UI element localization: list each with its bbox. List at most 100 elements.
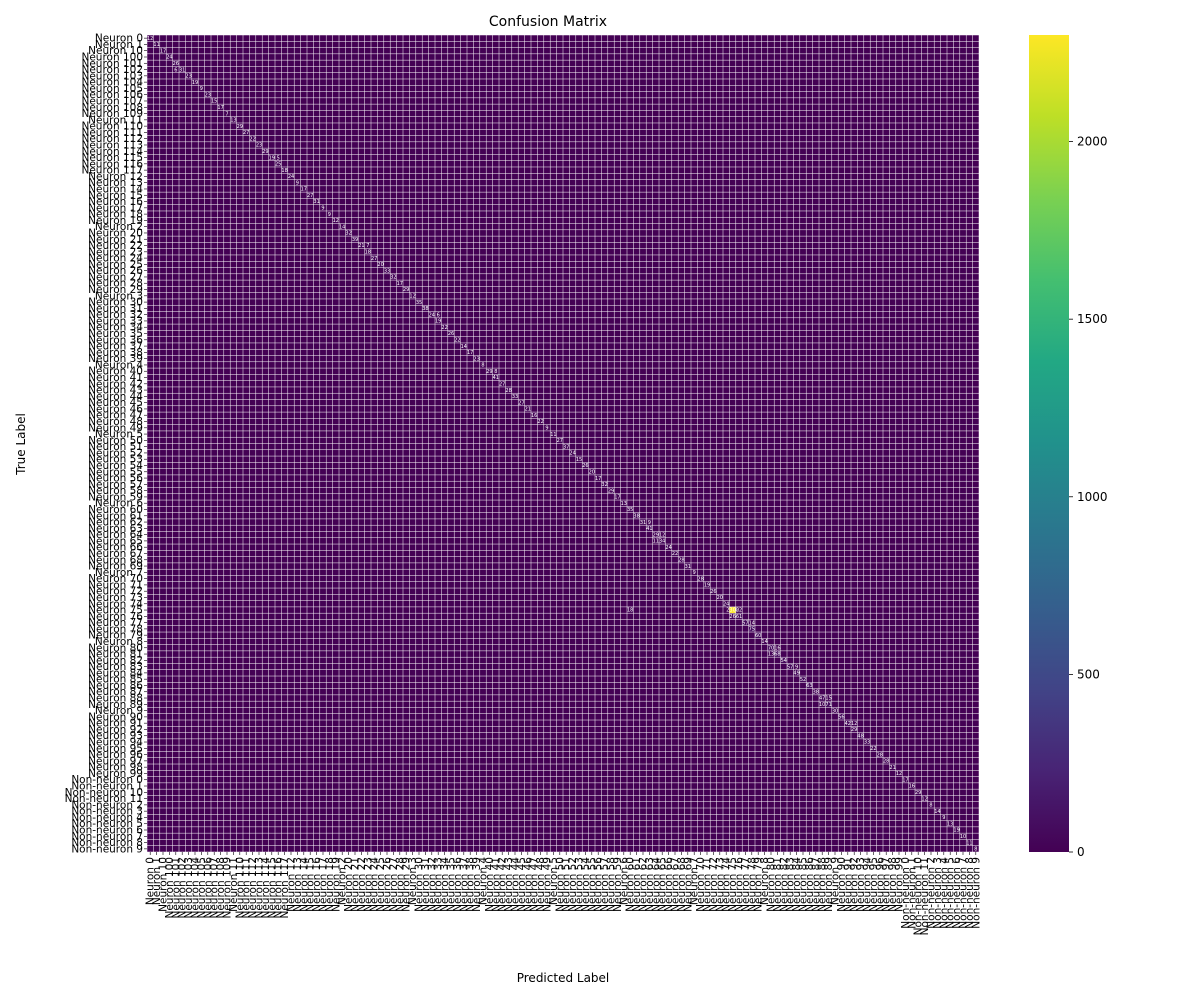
y-tick-label: Neuron 24	[88, 253, 143, 265]
y-tick-label: Neuron 106	[81, 89, 143, 101]
x-tick-label: Neuron 116	[273, 857, 285, 919]
cell-annotation: 27	[518, 400, 524, 406]
cell-annotation: 37	[563, 444, 569, 450]
cell-annotation: 10	[819, 702, 825, 708]
x-tick-label: Neuron 44	[510, 857, 522, 912]
x-tick-label: Neuron 15	[305, 857, 317, 912]
y-tick-label: Neuron 110	[81, 121, 143, 133]
cell-annotation: 5	[277, 155, 280, 161]
heatmap-cell	[403, 286, 410, 293]
y-tick-label: Neuron 55	[88, 466, 143, 478]
x-tick-label: Neuron 61	[631, 857, 643, 912]
y-tick-label: Neuron 32	[88, 309, 143, 321]
cell-annotation: 29	[486, 369, 492, 375]
x-tick-label: Neuron 53	[574, 857, 586, 912]
cell-annotation: 18	[281, 168, 287, 174]
heatmap-cell	[851, 726, 858, 733]
heatmap-cell	[735, 606, 743, 614]
y-tick-label: Neuron 64	[88, 529, 143, 541]
x-tick-label: Neuron 56	[593, 857, 605, 912]
heatmap-cell	[172, 60, 179, 67]
heatmap-cell	[236, 122, 243, 130]
heatmap-cell	[665, 544, 672, 551]
heatmap-cell	[230, 116, 237, 123]
y-tick-label: Neuron 39	[88, 353, 143, 365]
cell-annotation: 17	[160, 48, 166, 54]
y-tick-label: Neuron 53	[88, 454, 143, 466]
heatmap-cell	[511, 393, 519, 400]
cell-annotation: 13	[621, 501, 627, 507]
y-tick-label: Neuron 101	[81, 58, 143, 70]
x-tick-label: Neuron 45	[516, 857, 528, 912]
cell-annotation: 24	[288, 174, 294, 180]
y-tick-label: Non-neuron 10	[65, 787, 143, 799]
x-tick-label: Neuron 77	[740, 857, 752, 912]
heatmap-cell	[870, 745, 877, 752]
heatmap-cell	[633, 512, 640, 519]
y-tick-label: Neuron 44	[88, 391, 143, 403]
x-tick-label: Neuron 41	[490, 857, 502, 912]
x-tick-label: Neuron 30	[414, 857, 426, 912]
cell-annotation: 30	[832, 708, 838, 714]
y-tick-label: Neuron 49	[88, 422, 143, 434]
y-tick-label: Neuron 58	[88, 485, 143, 497]
y-tick-label: Non-neuron 2	[71, 799, 143, 811]
heatmap-cell	[153, 41, 160, 48]
cell-annotation: 26	[448, 331, 454, 337]
heatmap-cell	[921, 795, 928, 802]
cell-annotation: 8	[494, 369, 497, 375]
x-tick-label: Neuron 79	[753, 857, 765, 912]
y-tick-label: Neuron 92	[88, 724, 143, 736]
heatmap-cell	[742, 619, 749, 626]
heatmap-cell	[646, 518, 653, 526]
cell-annotation: 31	[313, 199, 319, 205]
x-tick-label: Neuron 32	[426, 857, 438, 912]
y-tick-label: Neuron 51	[88, 441, 143, 453]
cell-annotation: 17	[902, 777, 908, 783]
x-tick-label: Non-neuron 3	[932, 857, 944, 929]
heatmap-cell	[492, 368, 499, 375]
cell-annotation: 10	[960, 834, 966, 840]
cell-annotation: 48	[857, 733, 863, 739]
x-tick-label: Neuron 9	[830, 857, 842, 905]
heatmap-cell	[959, 833, 967, 840]
cell-annotation: 9	[200, 86, 203, 92]
y-tick-label: Neuron 36	[88, 334, 143, 346]
x-tick-label: Neuron 69	[682, 857, 694, 912]
cell-annotation: 23	[473, 356, 479, 362]
y-tick-label: Neuron 73	[88, 592, 143, 604]
y-tick-label: Non-neuron 5	[71, 818, 143, 830]
x-tick-label: Neuron 27	[388, 857, 400, 912]
x-tick-label: Neuron 0	[145, 857, 157, 905]
x-tick-label: Neuron 115	[266, 857, 278, 919]
cell-annotation: 57	[742, 620, 748, 626]
y-tick-label: Neuron 117	[81, 165, 143, 177]
y-tick-label: Neuron 13	[88, 177, 143, 189]
heatmap-cell	[326, 210, 333, 218]
x-tick-label: Neuron 95	[868, 857, 880, 912]
cell-annotation: 23	[256, 143, 262, 149]
cell-annotation: 54	[781, 658, 787, 664]
y-tick-label: Neuron 114	[81, 146, 143, 158]
heatmap-cell	[441, 324, 448, 331]
x-tick-label: Non-neuron 6	[951, 857, 963, 929]
x-tick-label: Neuron 18	[324, 857, 336, 912]
x-tick-label: Neuron 40	[484, 857, 496, 912]
cell-annotation: 31	[685, 564, 691, 570]
heatmap-cell	[748, 619, 755, 626]
cell-annotation: 31	[179, 67, 185, 73]
cell-annotation: 26	[729, 614, 735, 620]
heatmap-cell	[275, 154, 282, 161]
x-tick-label: Neuron 34	[439, 857, 451, 912]
heatmap-cell	[435, 317, 442, 325]
x-tick-label: Neuron 11	[228, 857, 240, 912]
y-tick-label: Neuron 8	[95, 636, 143, 648]
heatmap-cell	[755, 632, 762, 639]
y-tick-label: Neuron 21	[88, 234, 143, 246]
x-tick-label: Neuron 104	[190, 857, 202, 919]
x-tick-label: Neuron 106	[202, 857, 214, 919]
cell-annotation: 33	[512, 394, 518, 400]
cell-annotation: 56	[838, 715, 844, 721]
x-tick-label: Neuron 111	[241, 857, 253, 919]
y-tick-label: Neuron 111	[81, 127, 143, 139]
